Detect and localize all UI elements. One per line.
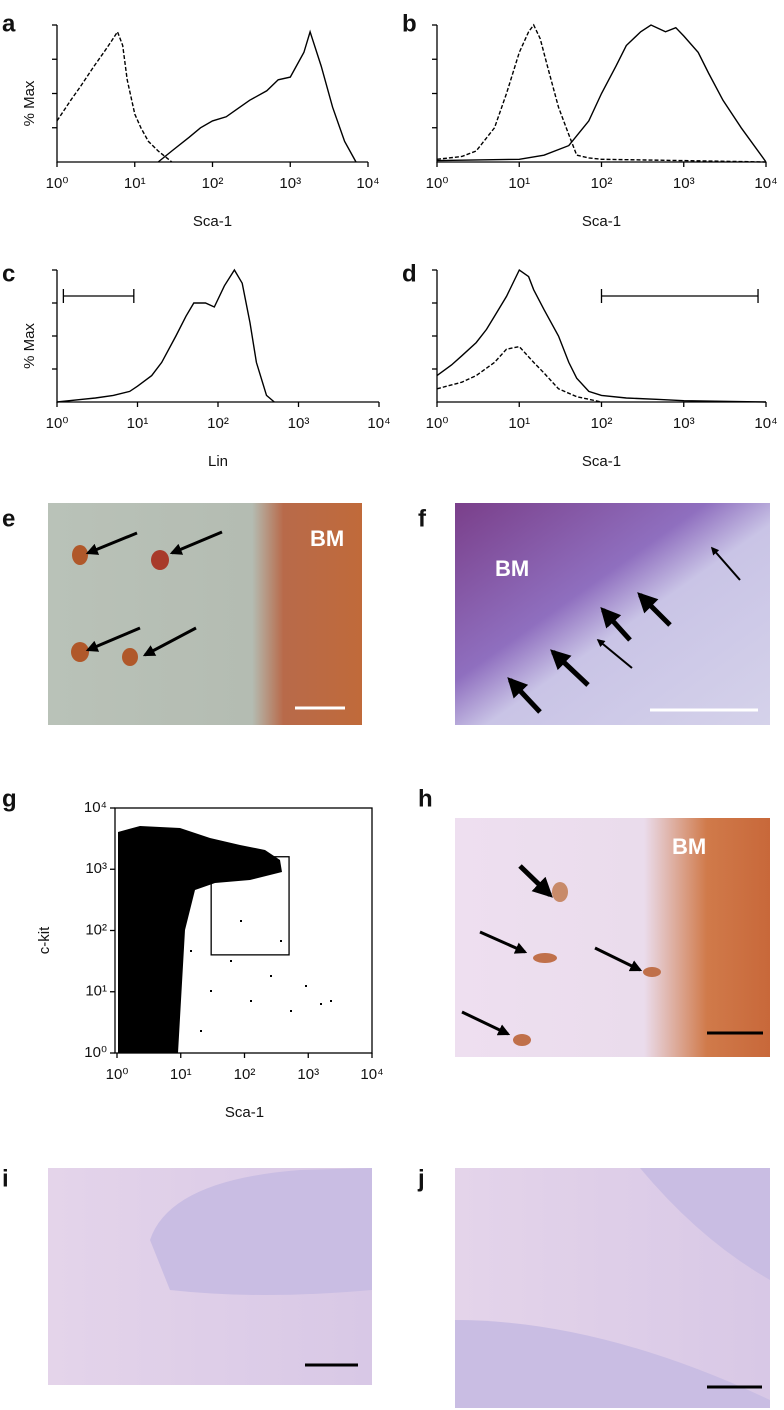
x-tick-label: 10³ [288, 415, 310, 432]
x-tick-label: 10⁴ [754, 175, 777, 192]
x-tick-label: 10⁴ [754, 415, 777, 432]
micrograph-f: BM [455, 503, 770, 725]
x-tick-label: 10² [234, 1066, 256, 1083]
panel-letter: e [2, 505, 15, 532]
panel-letter: b [402, 10, 417, 37]
x-tick-label: 10⁰ [426, 175, 449, 192]
panel-letter: i [2, 1165, 9, 1192]
x-tick-label: 10⁴ [356, 175, 379, 192]
x-tick-label: 10³ [297, 1066, 319, 1083]
x-axis-label: Sca-1 [193, 213, 232, 230]
y-tick-label: 10³ [85, 860, 107, 877]
x-tick-label: 10¹ [124, 175, 146, 192]
gate-marker [600, 289, 759, 303]
x-tick-label: 10² [591, 415, 613, 432]
x-axis-label: Lin [208, 453, 228, 470]
histogram-curve [157, 29, 357, 163]
x-tick-label: 10⁰ [46, 415, 69, 432]
x-tick-label: 10⁴ [360, 1066, 383, 1083]
x-tick-label: 10² [202, 175, 224, 192]
micrograph-i [48, 1168, 372, 1385]
axes [56, 270, 379, 403]
x-axis-label: Sca-1 [582, 213, 621, 230]
micrograph-h: BM [455, 818, 770, 1057]
y-axis-label: % Max [21, 323, 38, 369]
x-tick-label: 10¹ [508, 175, 530, 192]
micrograph-e: BM [48, 503, 362, 725]
bm-label: BM [672, 834, 706, 859]
panel-letter: c [2, 260, 15, 287]
y-tick-label: 10² [85, 921, 107, 938]
x-tick-label: 10⁰ [106, 1066, 129, 1083]
panel-letter: g [2, 785, 17, 812]
x-tick-label: 10² [207, 415, 229, 432]
event-cloud [118, 826, 282, 1053]
histogram-curve [436, 345, 602, 403]
x-axis-label: Sca-1 [225, 1104, 264, 1121]
y-tick-label: 10⁴ [84, 799, 107, 816]
sparse-events [190, 920, 332, 1032]
y-tick-label: 10⁰ [84, 1044, 107, 1061]
x-tick-label: 10³ [673, 175, 695, 192]
gate [210, 856, 290, 956]
x-tick-label: 10³ [279, 175, 301, 192]
x-axis-label: Sca-1 [582, 453, 621, 470]
x-tick-label: 10⁰ [426, 415, 449, 432]
x-tick-label: 10⁰ [46, 175, 69, 192]
histogram-curve [56, 268, 275, 403]
gate-marker [62, 289, 135, 303]
panel-letter: a [2, 10, 16, 37]
panel-letter: h [418, 785, 433, 812]
x-tick-label: 10¹ [127, 415, 149, 432]
bm-label: BM [310, 526, 344, 551]
axes [56, 25, 368, 163]
y-tick-label: 10¹ [85, 983, 107, 1000]
x-tick-label: 10³ [673, 415, 695, 432]
y-axis-label: % Max [21, 80, 38, 126]
panel-letter: f [418, 505, 427, 532]
x-tick-label: 10¹ [170, 1066, 192, 1083]
panel-letter: d [402, 260, 417, 287]
y-axis-label: c-kit [36, 926, 53, 954]
x-tick-label: 10² [591, 175, 613, 192]
histogram-curve [56, 30, 173, 163]
panel-letter: j [417, 1165, 425, 1192]
x-tick-label: 10¹ [508, 415, 530, 432]
histogram-curve [436, 23, 767, 163]
histogram-curve [436, 268, 767, 403]
micrograph-j [455, 1168, 770, 1408]
histogram-curve [436, 24, 767, 163]
bm-label: BM [495, 556, 529, 581]
x-tick-label: 10⁴ [367, 415, 390, 432]
